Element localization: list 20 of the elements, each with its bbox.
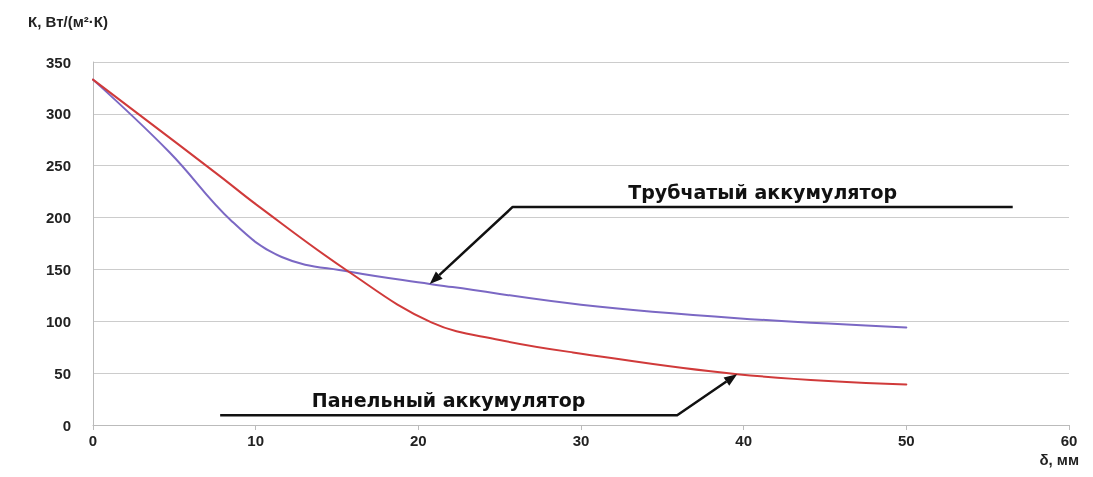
y-tick-label: 50 [54, 364, 71, 382]
y-tick-label: 350 [45, 53, 71, 71]
y-tick-label: 200 [45, 209, 71, 227]
x-tick-label: 50 [897, 432, 915, 449]
y-tick-label: 150 [45, 260, 71, 278]
y-tick-label: 300 [45, 105, 71, 123]
x-tick-label: 40 [735, 432, 753, 449]
y-tick-label: 100 [45, 312, 71, 330]
line-series [92, 78, 908, 386]
y-tick-label: 0 [62, 416, 71, 434]
x-tick-label: 0 [88, 432, 98, 449]
x-axis-title: δ, мм [1039, 451, 1079, 468]
x-tick-label: 20 [409, 432, 427, 449]
x-tick-label: 10 [247, 432, 265, 449]
annotation: Панельный аккумулятор [311, 389, 586, 412]
x-tick-label: 60 [1060, 432, 1078, 449]
x-tick-label: 30 [572, 432, 590, 449]
annotation: Трубчатый аккумулятор [628, 180, 898, 203]
y-axis-title: К, Вт/(м²·К) [28, 13, 108, 30]
y-tick-label: 250 [45, 157, 71, 175]
